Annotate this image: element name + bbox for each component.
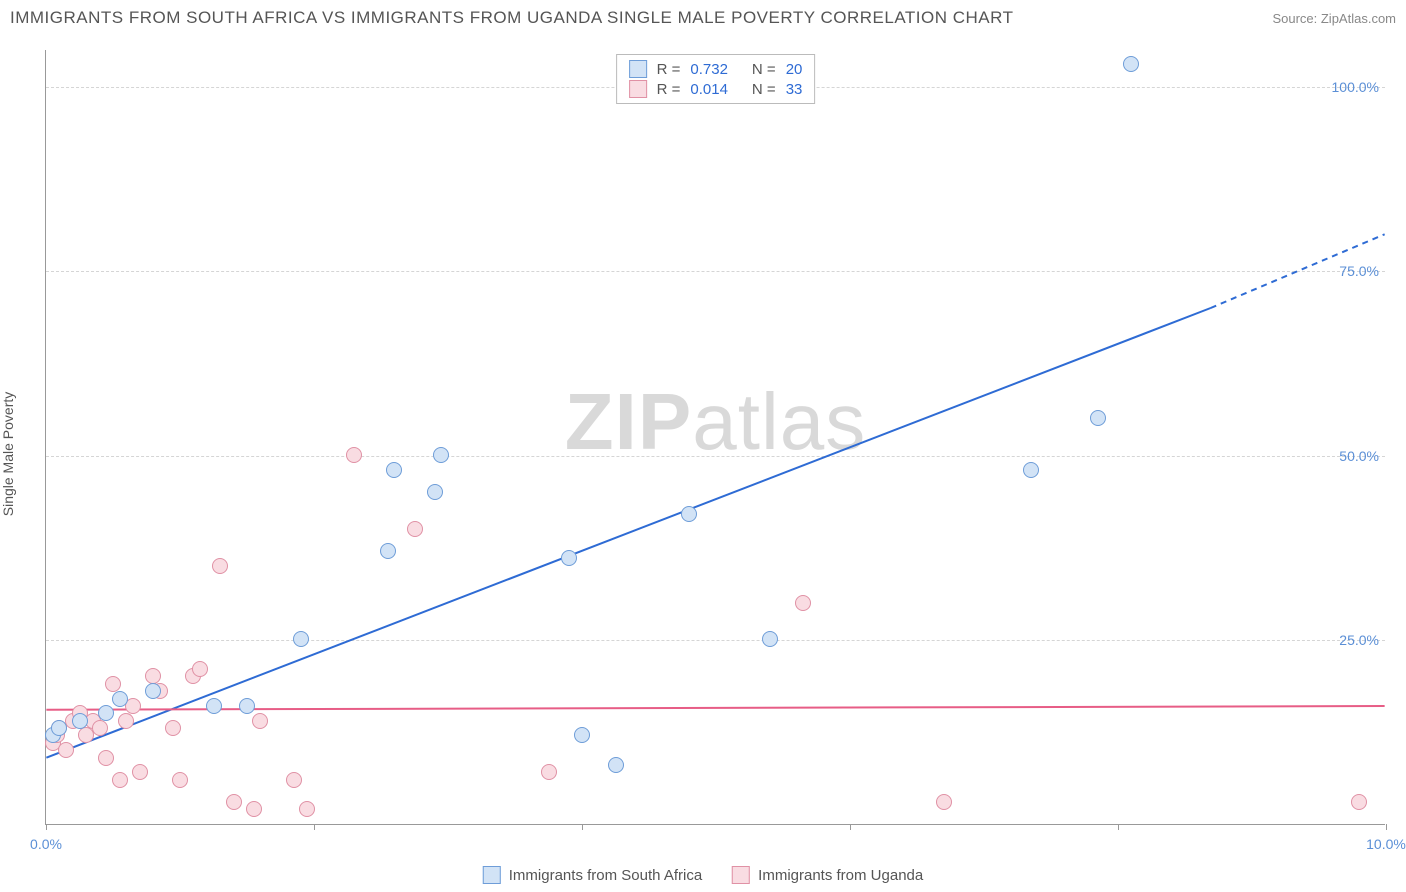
data-point: [145, 668, 161, 684]
data-point: [346, 447, 362, 463]
grid-line: [46, 456, 1385, 457]
x-tick-label: 10.0%: [1366, 836, 1406, 852]
correlation-legend: R = 0.732 N = 20 R = 0.014 N = 33: [616, 54, 816, 104]
data-point: [762, 631, 778, 647]
watermark: ZIPatlas: [565, 376, 866, 468]
data-point: [212, 558, 228, 574]
chart-header: IMMIGRANTS FROM SOUTH AFRICA VS IMMIGRAN…: [10, 8, 1396, 28]
legend-series-item: Immigrants from Uganda: [732, 866, 923, 884]
data-point: [574, 727, 590, 743]
x-tick-mark: [850, 824, 851, 830]
data-point: [795, 595, 811, 611]
y-tick-label: 75.0%: [1339, 263, 1379, 279]
x-tick-mark: [314, 824, 315, 830]
data-point: [286, 772, 302, 788]
data-point: [92, 720, 108, 736]
data-point: [98, 750, 114, 766]
x-tick-mark: [46, 824, 47, 830]
data-point: [112, 772, 128, 788]
n-label: N =: [752, 81, 776, 98]
data-point: [118, 713, 134, 729]
y-tick-label: 50.0%: [1339, 448, 1379, 464]
legend-swatch: [629, 80, 647, 98]
data-point: [98, 705, 114, 721]
data-point: [386, 462, 402, 478]
legend-series-item: Immigrants from South Africa: [483, 866, 702, 884]
legend-stat-row: R = 0.732 N = 20: [629, 59, 803, 79]
n-value: 20: [786, 61, 803, 78]
data-point: [132, 764, 148, 780]
r-label: R =: [657, 81, 681, 98]
x-tick-mark: [582, 824, 583, 830]
data-point: [433, 447, 449, 463]
data-point: [192, 661, 208, 677]
legend-series-label: Immigrants from South Africa: [509, 867, 702, 884]
n-label: N =: [752, 61, 776, 78]
chart-title: IMMIGRANTS FROM SOUTH AFRICA VS IMMIGRAN…: [10, 8, 1013, 28]
r-value: 0.014: [690, 81, 728, 98]
data-point: [246, 801, 262, 817]
data-point: [541, 764, 557, 780]
data-point: [145, 683, 161, 699]
chart-source: Source: ZipAtlas.com: [1272, 11, 1396, 26]
data-point: [681, 506, 697, 522]
data-point: [252, 713, 268, 729]
grid-line: [46, 640, 1385, 641]
data-point: [293, 631, 309, 647]
data-point: [58, 742, 74, 758]
data-point: [561, 550, 577, 566]
legend-swatch: [483, 866, 501, 884]
data-point: [165, 720, 181, 736]
x-tick-mark: [1386, 824, 1387, 830]
data-point: [105, 676, 121, 692]
data-point: [226, 794, 242, 810]
r-label: R =: [657, 61, 681, 78]
data-point: [112, 691, 128, 707]
data-point: [239, 698, 255, 714]
data-point: [1090, 410, 1106, 426]
x-tick-label: 0.0%: [30, 836, 62, 852]
data-point: [1123, 56, 1139, 72]
data-point: [172, 772, 188, 788]
legend-swatch: [629, 60, 647, 78]
data-point: [380, 543, 396, 559]
n-value: 33: [786, 81, 803, 98]
data-point: [936, 794, 952, 810]
data-point: [206, 698, 222, 714]
data-point: [299, 801, 315, 817]
data-point: [427, 484, 443, 500]
y-axis-label: Single Male Poverty: [0, 392, 16, 517]
x-tick-mark: [1118, 824, 1119, 830]
grid-line: [46, 271, 1385, 272]
y-tick-label: 100.0%: [1332, 79, 1379, 95]
r-value: 0.732: [690, 61, 728, 78]
legend-swatch: [732, 866, 750, 884]
series-legend: Immigrants from South Africa Immigrants f…: [473, 866, 933, 884]
chart-plot-area: ZIPatlas R = 0.732 N = 20 R = 0.014 N = 33 25.0…: [45, 50, 1385, 825]
data-point: [1023, 462, 1039, 478]
data-point: [608, 757, 624, 773]
data-point: [407, 521, 423, 537]
data-point: [1351, 794, 1367, 810]
legend-series-label: Immigrants from Uganda: [758, 867, 923, 884]
data-point: [51, 720, 67, 736]
legend-stat-row: R = 0.014 N = 33: [629, 79, 803, 99]
data-point: [72, 713, 88, 729]
y-tick-label: 25.0%: [1339, 632, 1379, 648]
